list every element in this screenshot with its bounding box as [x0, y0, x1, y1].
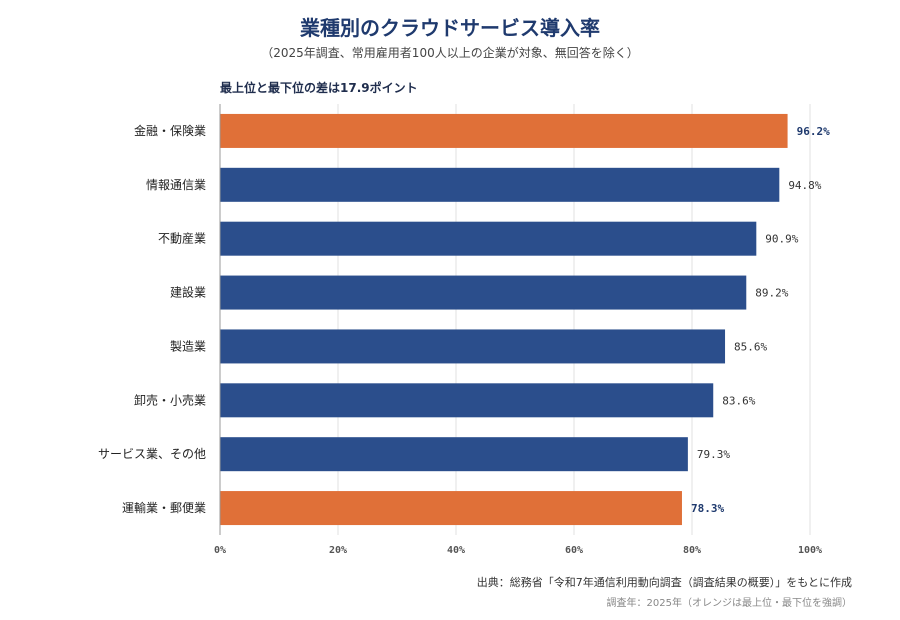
bar	[220, 437, 688, 472]
value-label: 94.8%	[788, 179, 821, 192]
category-label: 建設業	[170, 285, 206, 300]
bar	[220, 221, 757, 256]
bar	[220, 329, 726, 364]
chart-title: 業種別のクラウドサービス導入率	[300, 16, 600, 40]
category-label: 不動産業	[158, 231, 206, 246]
x-tick-label: 40%	[447, 545, 465, 556]
value-label: 96.2%	[797, 125, 830, 138]
category-label: 運輸業・郵便業	[122, 500, 206, 515]
value-label: 78.3%	[691, 502, 724, 515]
value-label: 89.2%	[755, 287, 788, 300]
chart-annotation: 最上位と最下位の差は17.9ポイント	[220, 81, 418, 95]
x-tick-label: 20%	[329, 545, 347, 556]
category-label: 卸売・小売業	[134, 392, 206, 407]
bar	[220, 275, 747, 310]
source-note: 出典：総務省「令和7年通信利用動向調査（調査結果の概要）」をもとに作成	[476, 576, 852, 589]
category-label: 製造業	[170, 339, 206, 353]
category-label: サービス業、その他	[98, 447, 206, 461]
value-label: 79.3%	[697, 448, 730, 461]
chart-subtitle: （2025年調査、常用雇用者100人以上の企業が対象、無回答を除く）	[261, 46, 639, 60]
value-label: 90.9%	[765, 233, 798, 246]
value-label: 85.6%	[734, 340, 767, 353]
x-tick-label: 100%	[798, 545, 822, 556]
bar	[220, 383, 714, 418]
category-label: 情報通信業	[146, 178, 206, 192]
bar	[220, 167, 780, 202]
x-tick-label: 80%	[683, 545, 701, 556]
bar	[220, 491, 682, 526]
x-tick-label: 0%	[214, 545, 226, 556]
category-label: 金融・保険業	[134, 123, 206, 138]
x-tick-label: 60%	[565, 545, 583, 556]
value-label: 83.6%	[722, 394, 755, 407]
survey-note: 調査年：2025年（オレンジは最上位・最下位を強調）	[606, 598, 852, 609]
bar	[220, 113, 788, 148]
